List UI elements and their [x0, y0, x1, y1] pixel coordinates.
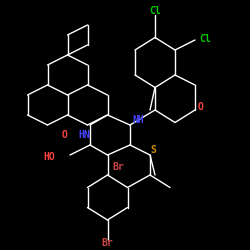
Text: O: O — [62, 130, 68, 140]
Text: O: O — [198, 102, 203, 113]
Text: S: S — [150, 145, 156, 155]
Text: HO: HO — [43, 152, 55, 162]
Text: Cl: Cl — [199, 34, 210, 44]
Text: Br: Br — [112, 162, 124, 172]
Text: Br: Br — [102, 238, 114, 248]
Text: NH: NH — [132, 115, 144, 125]
Text: Cl: Cl — [149, 6, 161, 16]
Text: HN: HN — [78, 130, 90, 140]
